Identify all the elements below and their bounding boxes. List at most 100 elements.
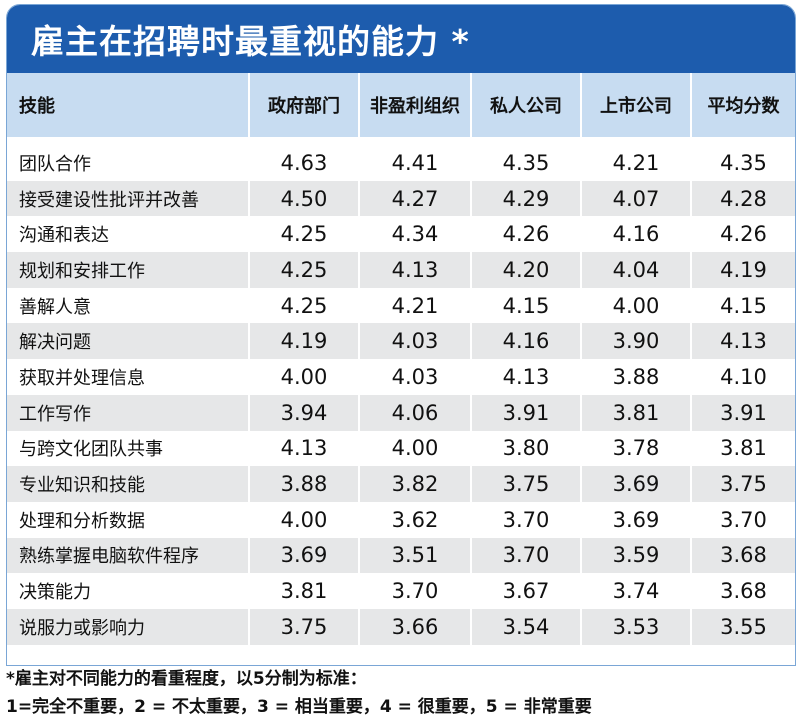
score-cell: 4.13 (359, 252, 472, 288)
score-cell: 4.35 (691, 138, 795, 181)
score-cell: 4.06 (359, 394, 472, 431)
table-row: 决策能力 3.81 3.70 3.67 3.74 3.68 (7, 573, 795, 609)
score-cell: 4.10 (691, 359, 795, 395)
column-header-nonprofit: 非盈利组织 (359, 73, 472, 139)
table-row: 接受建设性批评并改善 4.50 4.27 4.29 4.07 4.28 (7, 180, 795, 217)
column-header-private: 私人公司 (471, 73, 582, 139)
table-row: 工作写作 3.94 4.06 3.91 3.81 3.91 (7, 394, 795, 431)
footnote-line-1: *雇主对不同能力的看重程度，以5分制为标准： (6, 669, 367, 689)
score-cell: 4.63 (249, 138, 360, 181)
score-cell: 3.54 (471, 608, 582, 645)
score-cell: 4.28 (691, 180, 795, 217)
score-cell: 3.68 (691, 573, 795, 609)
table-row: 说服力或影响力 3.75 3.66 3.54 3.53 3.55 (7, 608, 795, 645)
skill-name-cell: 沟通和表达 (7, 216, 250, 253)
score-cell: 4.20 (471, 252, 582, 288)
column-header-government: 政府部门 (249, 73, 360, 139)
skill-name-cell: 规划和安排工作 (7, 252, 250, 288)
skill-name-cell: 善解人意 (7, 287, 250, 324)
score-cell: 4.13 (471, 359, 582, 395)
column-header-average: 平均分数 (691, 73, 795, 139)
score-cell: 3.75 (471, 466, 582, 502)
score-cell: 4.26 (691, 216, 795, 253)
score-cell: 3.81 (691, 430, 795, 467)
score-cell: 4.34 (359, 216, 472, 253)
table-row: 善解人意 4.25 4.21 4.15 4.00 4.15 (7, 287, 795, 324)
score-cell: 3.78 (581, 430, 692, 467)
score-cell: 4.21 (359, 287, 472, 324)
score-cell: 4.13 (249, 430, 360, 467)
score-cell: 3.82 (359, 466, 472, 502)
score-cell: 3.94 (249, 394, 360, 431)
score-cell: 4.16 (581, 216, 692, 253)
score-cell: 3.66 (359, 608, 472, 645)
score-cell: 3.81 (249, 573, 360, 609)
score-cell: 3.91 (691, 394, 795, 431)
score-cell: 3.51 (359, 537, 472, 574)
score-cell: 3.70 (691, 501, 795, 538)
score-cell: 3.91 (471, 394, 582, 431)
score-cell: 4.00 (249, 359, 360, 395)
score-cell: 3.70 (359, 573, 472, 609)
score-cell: 4.15 (471, 287, 582, 324)
table-row: 沟通和表达 4.25 4.34 4.26 4.16 4.26 (7, 216, 795, 253)
score-cell: 4.15 (691, 287, 795, 324)
score-cell: 3.75 (691, 466, 795, 502)
table-body: 团队合作 4.63 4.41 4.35 4.21 4.35 接受建设性批评并改善 4.50 4.… (7, 138, 795, 645)
column-header-skill: 技能 (7, 73, 250, 139)
table-row: 解决问题 4.19 4.03 4.16 3.90 4.13 (7, 323, 795, 360)
score-cell: 4.04 (581, 252, 692, 288)
score-cell: 3.81 (581, 394, 692, 431)
score-cell: 4.16 (471, 323, 582, 360)
skill-name-cell: 决策能力 (7, 573, 250, 609)
table-row: 获取并处理信息 4.00 4.03 4.13 3.88 4.10 (7, 359, 795, 395)
score-cell: 4.27 (359, 180, 472, 217)
score-cell: 4.35 (471, 138, 582, 181)
score-cell: 4.41 (359, 138, 472, 181)
score-cell: 4.07 (581, 180, 692, 217)
column-header-listed: 上市公司 (581, 73, 692, 139)
table-row: 熟练掌握电脑软件程序 3.69 3.51 3.70 3.59 3.68 (7, 537, 795, 574)
skill-name-cell: 解决问题 (7, 323, 250, 360)
score-cell: 3.69 (581, 501, 692, 538)
skill-name-cell: 获取并处理信息 (7, 359, 250, 395)
skill-name-cell: 专业知识和技能 (7, 466, 250, 502)
score-cell: 4.03 (359, 359, 472, 395)
skill-name-cell: 团队合作 (7, 138, 250, 181)
table-row: 团队合作 4.63 4.41 4.35 4.21 4.35 (7, 138, 795, 181)
skill-name-cell: 说服力或影响力 (7, 608, 250, 645)
score-cell: 4.00 (249, 501, 360, 538)
score-cell: 4.03 (359, 323, 472, 360)
score-cell: 4.19 (691, 252, 795, 288)
score-cell: 3.74 (581, 573, 692, 609)
score-cell: 3.59 (581, 537, 692, 574)
score-cell: 3.70 (471, 501, 582, 538)
score-cell: 4.00 (581, 287, 692, 324)
score-cell: 4.21 (581, 138, 692, 181)
score-cell: 3.70 (471, 537, 582, 574)
skill-name-cell: 熟练掌握电脑软件程序 (7, 537, 250, 574)
score-cell: 3.67 (471, 573, 582, 609)
score-cell: 4.29 (471, 180, 582, 217)
score-cell: 3.88 (249, 466, 360, 502)
footnote: *雇主对不同能力的看重程度，以5分制为标准： 1=完全不重要，2 = 不太重要，… (6, 665, 794, 721)
table-row: 规划和安排工作 4.25 4.13 4.20 4.04 4.19 (7, 252, 795, 288)
score-cell: 3.62 (359, 501, 472, 538)
table-row: 处理和分析数据 4.00 3.62 3.70 3.69 3.70 (7, 501, 795, 538)
skill-name-cell: 与跨文化团队共事 (7, 430, 250, 467)
table-header-row: 技能 政府部门 非盈利组织 私人公司 上市公司 平均分数 (7, 73, 795, 139)
table-row: 与跨文化团队共事 4.13 4.00 3.80 3.78 3.81 (7, 430, 795, 467)
score-cell: 4.25 (249, 252, 360, 288)
score-cell: 3.90 (581, 323, 692, 360)
footnote-line-2: 1=完全不重要，2 = 不太重要，3 = 相当重要，4 = 很重要，5 = 非常… (6, 697, 592, 717)
score-cell: 4.00 (359, 430, 472, 467)
score-cell: 4.13 (691, 323, 795, 360)
score-cell: 3.53 (581, 608, 692, 645)
skills-table: 技能 政府部门 非盈利组织 私人公司 上市公司 平均分数 团队合作 4.63 4.4… (7, 73, 795, 645)
skill-name-cell: 接受建设性批评并改善 (7, 180, 250, 217)
score-cell: 3.69 (581, 466, 692, 502)
skill-name-cell: 工作写作 (7, 394, 250, 431)
page-title: 雇主在招聘时最重视的能力 * (7, 5, 795, 73)
table-row: 专业知识和技能 3.88 3.82 3.75 3.69 3.75 (7, 466, 795, 502)
table-card: 雇主在招聘时最重视的能力 * 技能 政府部门 非盈利组织 私人公司 上市公司 平… (6, 4, 796, 666)
